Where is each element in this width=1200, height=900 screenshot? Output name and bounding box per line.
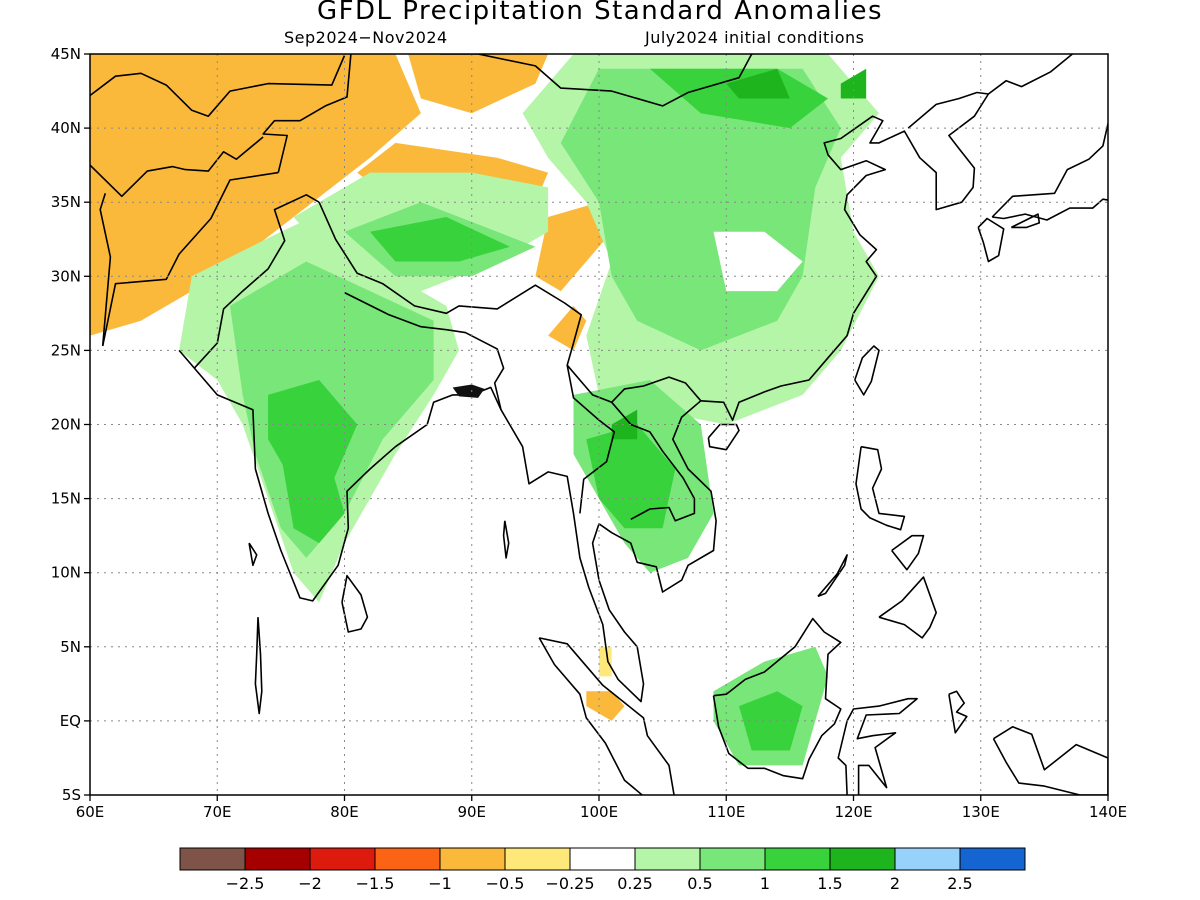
coast-hokkaido <box>1111 50 1179 99</box>
region-laos-wet-max <box>611 409 638 440</box>
coast-laos-vietnam-border <box>611 401 696 522</box>
lat-label-45: 45N <box>51 45 81 63</box>
coastlines <box>90 50 1179 795</box>
lon-label-100: 100E <box>580 803 618 821</box>
coast-india-coast <box>178 54 1073 703</box>
coast-maldives <box>254 617 263 715</box>
coast-luzon <box>855 445 906 531</box>
colorbar-swatch-8 <box>699 847 766 871</box>
coast-myanmar-thai-border <box>566 365 616 514</box>
colorbar-label-5: −0.25 <box>545 874 594 893</box>
colorbar-swatch-4 <box>439 847 506 871</box>
coast-japan-kyushu <box>977 217 1005 263</box>
region-mongolia-dry <box>408 54 549 114</box>
lat-label-10: 10N <box>51 564 81 582</box>
colorbar-swatch-1 <box>244 847 311 871</box>
coast-korea-china-border <box>907 91 989 129</box>
lat-label-25: 25N <box>51 341 81 359</box>
lon-label-80: 80E <box>330 803 359 821</box>
lon-label-110: 110E <box>707 803 745 821</box>
coast-uzbek-border <box>90 136 264 198</box>
lon-label-120: 120E <box>834 803 872 821</box>
lat-label-15: 15N <box>51 490 81 508</box>
colorbar-label-3: −1 <box>428 874 452 893</box>
coast-taiwan <box>854 345 880 396</box>
colorbar-swatch-6 <box>569 847 636 871</box>
ganges-delta <box>452 384 485 398</box>
colorbar-label-6: 0.25 <box>617 874 653 893</box>
map-title: GFDL Precipitation Standard Anomalies <box>316 0 884 26</box>
coast-japan-honshu <box>991 121 1108 221</box>
colorbar-swatch-7 <box>634 847 701 871</box>
colorbar-swatch-5 <box>504 847 571 871</box>
colorbar-label-9: 1.5 <box>817 874 842 893</box>
colorbar-label-2: −1.5 <box>356 874 395 893</box>
lat-label-20: 20N <box>51 416 81 434</box>
lat-label-40: 40N <box>51 119 81 137</box>
coast-india-pak-border <box>193 194 320 369</box>
coast-lakshadweep <box>248 542 258 567</box>
colorbar: −2.5 −2 −1.5 −1 −0.5 −0.25 0.25 0.5 1 1.5 2 2.5 <box>179 847 1026 893</box>
coast-china-west-border <box>262 54 352 173</box>
lon-label-130: 130E <box>962 803 1000 821</box>
region-yunnan-dry <box>548 305 587 351</box>
lat-label-0: EQ <box>60 712 81 730</box>
initial-conditions: July2024 initial conditions <box>645 28 865 47</box>
coast-pak-afghan-border <box>101 171 279 347</box>
region-mongolia-wet-max <box>726 68 790 99</box>
gridlines <box>90 54 1108 795</box>
coast-mongolia-border <box>439 54 760 107</box>
colorbar-swatch-0 <box>179 847 246 871</box>
coast-borneo <box>712 617 842 780</box>
lat-label-35: 35N <box>51 193 81 211</box>
coast-mindanao <box>878 576 937 639</box>
coast-visayas <box>891 534 925 571</box>
coast-halmahera <box>948 690 968 734</box>
region-india-south-core <box>280 454 345 544</box>
colorbar-label-10: 2 <box>890 874 900 893</box>
colorbar-swatch-3 <box>374 847 441 871</box>
coast-sumatra <box>538 637 675 795</box>
colorbar-label-8: 1 <box>760 874 770 893</box>
lat-label--5: 5S <box>62 786 81 804</box>
colorbar-swatch-10 <box>829 847 896 871</box>
lon-label-60: 60E <box>76 803 105 821</box>
coast-nepal-south-border <box>344 291 447 331</box>
colorbar-label-4: −0.5 <box>486 874 525 893</box>
forecast-period: Sep2024−Nov2024 <box>284 28 448 47</box>
coast-kazakh-border <box>90 55 346 117</box>
coast-japan-shikoku <box>1010 213 1041 229</box>
region-indochina-core <box>586 424 676 529</box>
lon-label-70: 70E <box>203 803 232 821</box>
region-sumatra-dry-n <box>599 646 612 677</box>
coast-iran-afghan-border <box>99 193 112 347</box>
lon-label-140: 140E <box>1089 803 1127 821</box>
lon-label-90: 90E <box>457 803 486 821</box>
colorbar-label-1: −2 <box>298 874 322 893</box>
lat-label-30: 30N <box>51 267 81 285</box>
coast-andaman <box>502 520 510 559</box>
coast-sri-lanka <box>341 574 369 633</box>
lat-label-5: 5N <box>60 638 81 656</box>
colorbar-label-7: 0.5 <box>687 874 712 893</box>
region-tibet-east-dry <box>535 202 612 292</box>
coast-hainan <box>707 423 740 451</box>
region-tibet-core <box>370 217 510 262</box>
coast-new-guinea <box>992 726 1108 795</box>
region-sumatra-dry <box>586 691 625 721</box>
axis-ticks: 60E 70E 80E 90E 100E 110E 120E 130E 140E 45N 40N 35… <box>51 45 1127 821</box>
colorbar-label-0: −2.5 <box>226 874 265 893</box>
coast-manchuria-border <box>828 54 830 55</box>
colorbar-swatch-11 <box>894 847 961 871</box>
coast-bangladesh-border <box>446 328 505 410</box>
colorbar-swatch-12 <box>959 847 1026 871</box>
coast-palawan <box>817 554 848 598</box>
colorbar-swatch-2 <box>309 847 376 871</box>
colorbar-swatch-9 <box>764 847 831 871</box>
colorbar-label-11: 2.5 <box>947 874 972 893</box>
coast-himalaya-border <box>318 201 702 404</box>
